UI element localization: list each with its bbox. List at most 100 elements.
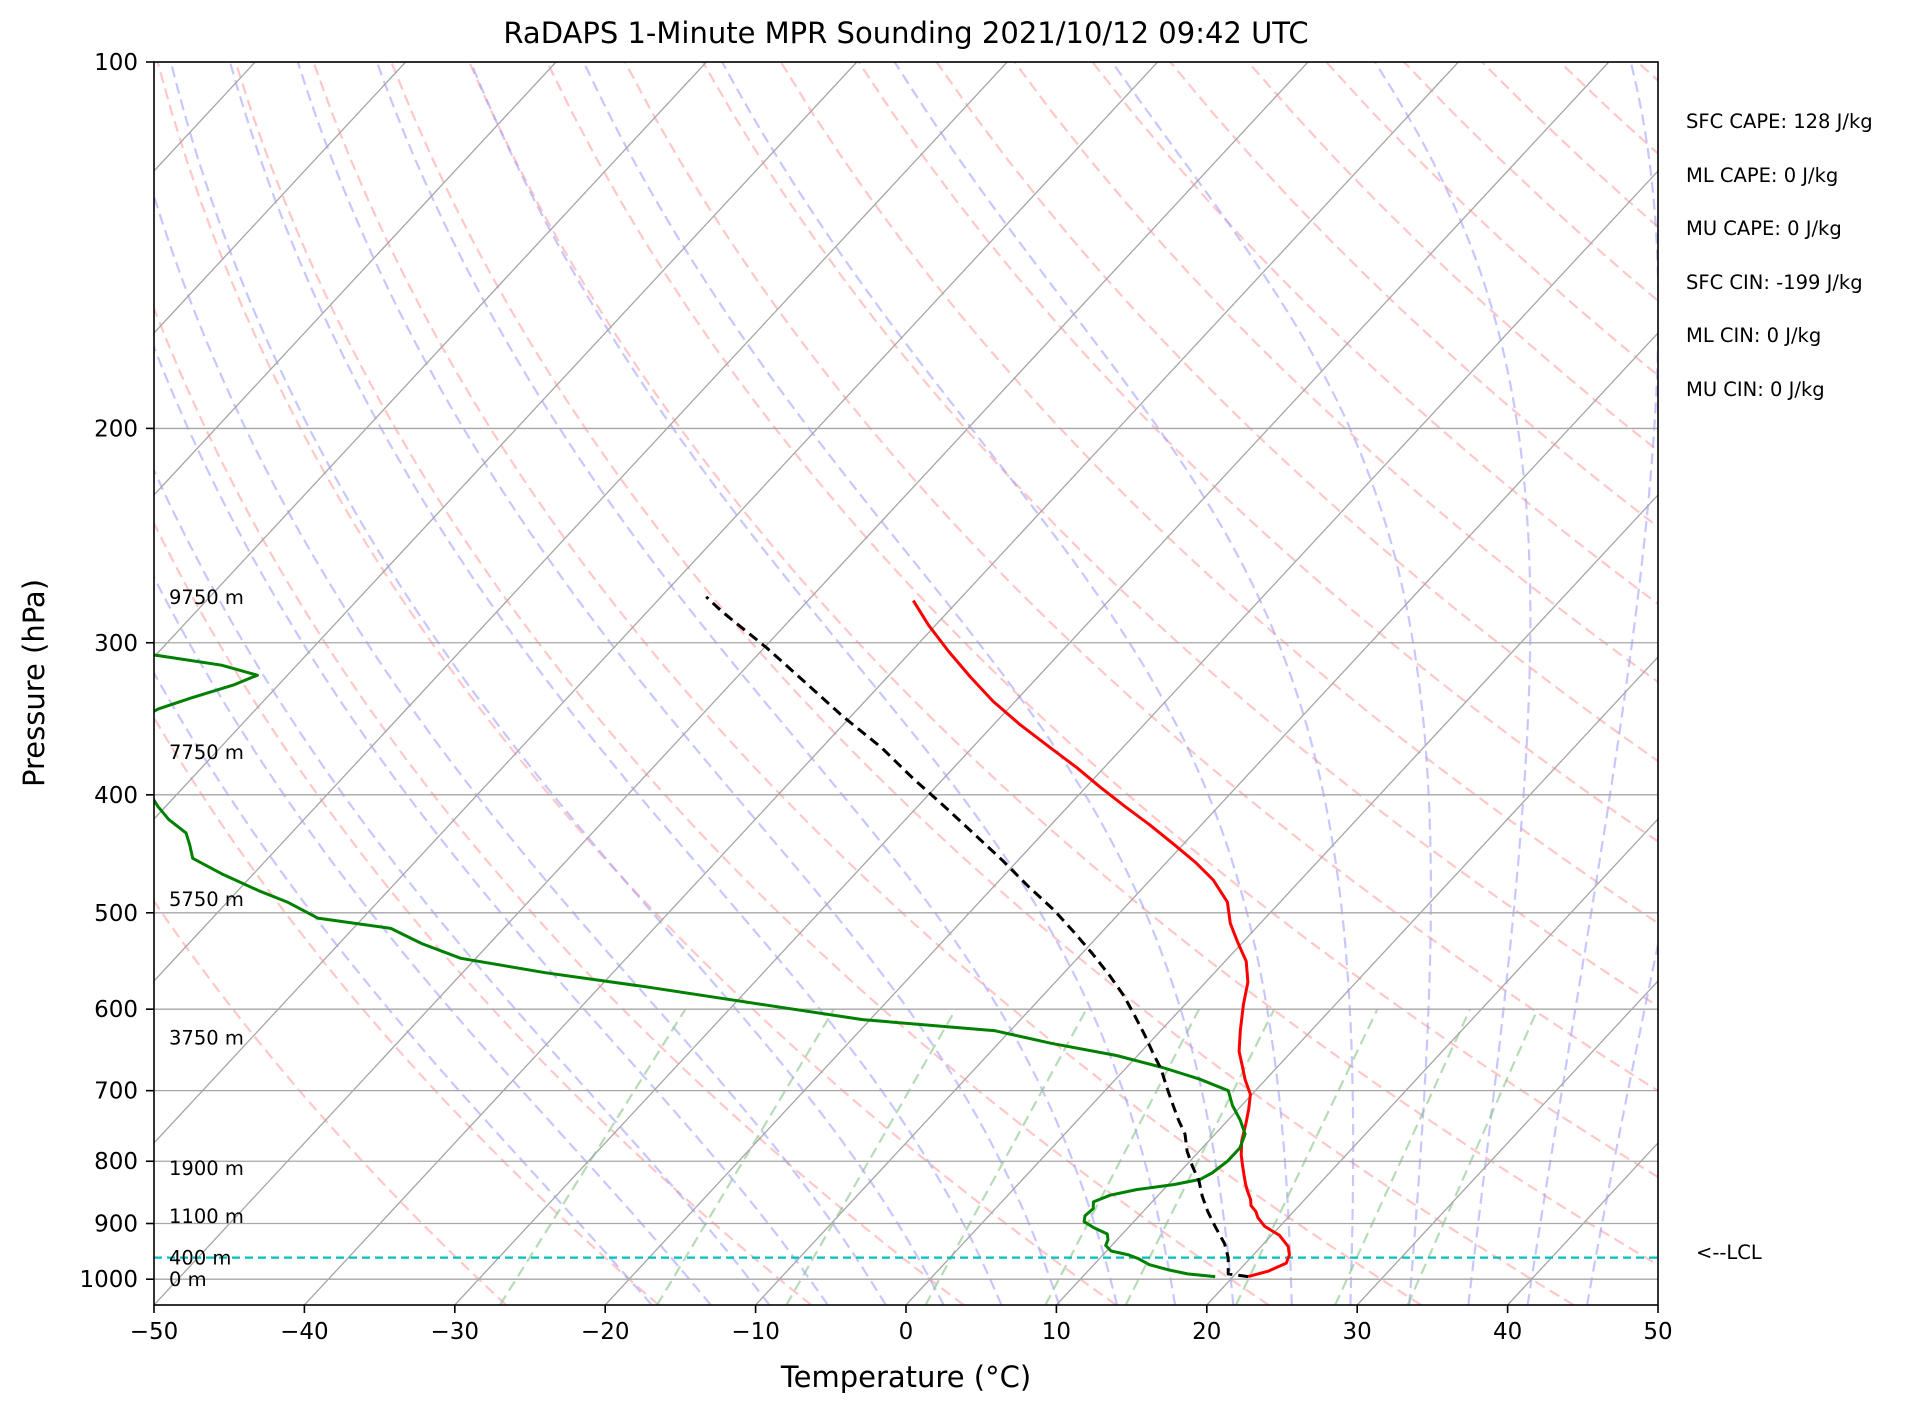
dry-adiabat-line <box>1559 62 1658 156</box>
mixing-ratio-line <box>1406 1008 1539 1305</box>
stat-sfc-cape: SFC CAPE: 128 J/kg <box>1686 110 1873 133</box>
moist-adiabat-line <box>375 62 1119 1305</box>
x-tick-label: 40 <box>1493 1319 1522 1345</box>
mixing-ratio-lines <box>498 1008 1539 1305</box>
mixing-ratio-line <box>1334 1008 1472 1305</box>
moist-adiabat-line <box>1526 62 1658 1305</box>
lcl-label: <--LCL <box>1696 1241 1762 1264</box>
isotherm-line <box>154 62 1159 1144</box>
dry-adiabat-line <box>546 62 1658 1179</box>
dry-adiabat-line <box>935 62 1658 763</box>
moist-adiabat-line <box>154 344 829 1305</box>
isotherms <box>0 62 1911 1305</box>
dry-adiabat-line <box>1091 62 1658 606</box>
y-tick-label: 600 <box>94 997 138 1023</box>
dry-adiabat-line <box>156 62 1117 1305</box>
isotherm-line <box>1356 980 1658 1305</box>
dewpoint-profile-line <box>154 653 1247 1279</box>
moist-adiabat-line <box>469 62 1177 1305</box>
height-label: 5750 m <box>169 888 244 911</box>
dry-adiabat-line <box>1325 62 1658 377</box>
isotherm-line <box>1507 1142 1658 1305</box>
moist-adiabat-line <box>169 62 945 1305</box>
mixing-ratio-line <box>656 1008 835 1305</box>
moist-adiabat-line <box>154 192 887 1305</box>
height-label: 400 m <box>169 1247 231 1270</box>
isotherm-line <box>154 62 407 334</box>
x-tick-label: 0 <box>899 1319 914 1345</box>
x-tick-label: −50 <box>130 1319 179 1345</box>
dry-adiabat-line <box>779 62 1658 925</box>
isotherm-line <box>154 62 707 658</box>
stat-sfc-cin: SFC CIN: -199 J/kg <box>1686 271 1863 294</box>
stat-mu-cape: MU CAPE: 0 J/kg <box>1686 217 1842 240</box>
y-tick-label: 300 <box>94 631 138 657</box>
dry-adiabat-line <box>468 62 1658 1267</box>
moist-adiabat-line <box>1586 939 1658 1305</box>
dry-adiabat-line <box>1169 62 1658 529</box>
dry-adiabat-line <box>154 305 965 1305</box>
isotherm-line <box>1657 1304 1658 1305</box>
isotherm-line <box>604 170 1658 1305</box>
isobars <box>154 62 1658 1280</box>
x-tick-label: 20 <box>1192 1319 1221 1345</box>
x-tick-label: −10 <box>731 1319 780 1345</box>
isotherm-line <box>303 62 1459 1305</box>
isotherm-line <box>454 62 1610 1305</box>
mixing-ratio-line <box>1044 1008 1201 1305</box>
height-label: 9750 m <box>169 586 244 609</box>
dry-adiabat-line <box>234 62 1270 1305</box>
y-tick-label: 800 <box>94 1149 138 1175</box>
isotherm-line <box>154 62 858 820</box>
dry-adiabat-line <box>312 62 1422 1305</box>
y-tick-label: 200 <box>94 416 138 442</box>
moist-adiabat-line <box>582 62 1235 1305</box>
x-axis-ticks: −50 −40 −30 −20 −10 0 10 20 30 40 50 <box>130 1305 1673 1345</box>
isotherm-line <box>1206 818 1658 1305</box>
height-label: 1100 m <box>169 1205 244 1228</box>
moist-adiabat-line <box>1111 62 1433 1305</box>
x-tick-label: −20 <box>581 1319 630 1345</box>
isotherm-line <box>0 62 105 1305</box>
dry-adiabat-line <box>1247 62 1658 453</box>
chart-title: RaDAPS 1-Minute MPR Sounding 2021/10/12 … <box>503 16 1309 50</box>
temperature-profile-line <box>912 599 1291 1279</box>
dry-adiabat-line <box>154 715 660 1305</box>
isotherm-line <box>154 62 1309 1305</box>
moist-adiabats <box>154 62 1658 1305</box>
isotherm-line <box>1808 62 1911 1305</box>
moist-adiabat-line <box>893 62 1355 1305</box>
x-tick-label: 30 <box>1343 1319 1372 1345</box>
height-label: 7750 m <box>169 741 244 764</box>
moist-adiabat-line <box>228 62 1003 1305</box>
stat-ml-cin: ML CIN: 0 J/kg <box>1686 324 1822 347</box>
y-tick-label: 400 <box>94 783 138 809</box>
isotherm-line <box>755 332 1658 1305</box>
y-axis-label: Pressure (hPa) <box>17 579 51 787</box>
moist-adiabat-line <box>296 62 1061 1305</box>
dry-adiabat-line <box>390 62 1575 1305</box>
x-tick-label: 10 <box>1042 1319 1071 1345</box>
dry-adiabat-line <box>154 899 507 1305</box>
mixing-ratio-line <box>785 1008 957 1305</box>
y-tick-label: 1000 <box>79 1267 138 1293</box>
y-axis-ticks: 100 200 300 400 500 600 700 800 900 1000 <box>79 50 154 1293</box>
x-tick-label: 50 <box>1643 1319 1672 1345</box>
moist-adiabat-line <box>1374 62 1532 1305</box>
moist-adiabat-line <box>154 574 712 1305</box>
mixing-ratio-line <box>1234 1008 1379 1305</box>
dry-adiabat-line <box>1481 62 1658 229</box>
dry-adiabat-line <box>624 62 1658 1093</box>
dry-adiabat-line <box>857 62 1658 843</box>
dry-adiabat-line <box>701 62 1658 1008</box>
dry-adiabat-line <box>154 520 812 1305</box>
y-tick-label: 500 <box>94 901 138 927</box>
isotherm-line <box>154 62 557 496</box>
moist-adiabat-line <box>721 62 1293 1305</box>
height-label: 1900 m <box>169 1157 244 1180</box>
moist-adiabat-line <box>154 670 653 1305</box>
y-tick-label: 900 <box>94 1212 138 1238</box>
height-labels: 9750 m 7750 m 5750 m 3750 m 1900 m 1100 m 400 … <box>169 586 244 1291</box>
stat-ml-cape: ML CAPE: 0 J/kg <box>1686 164 1839 187</box>
